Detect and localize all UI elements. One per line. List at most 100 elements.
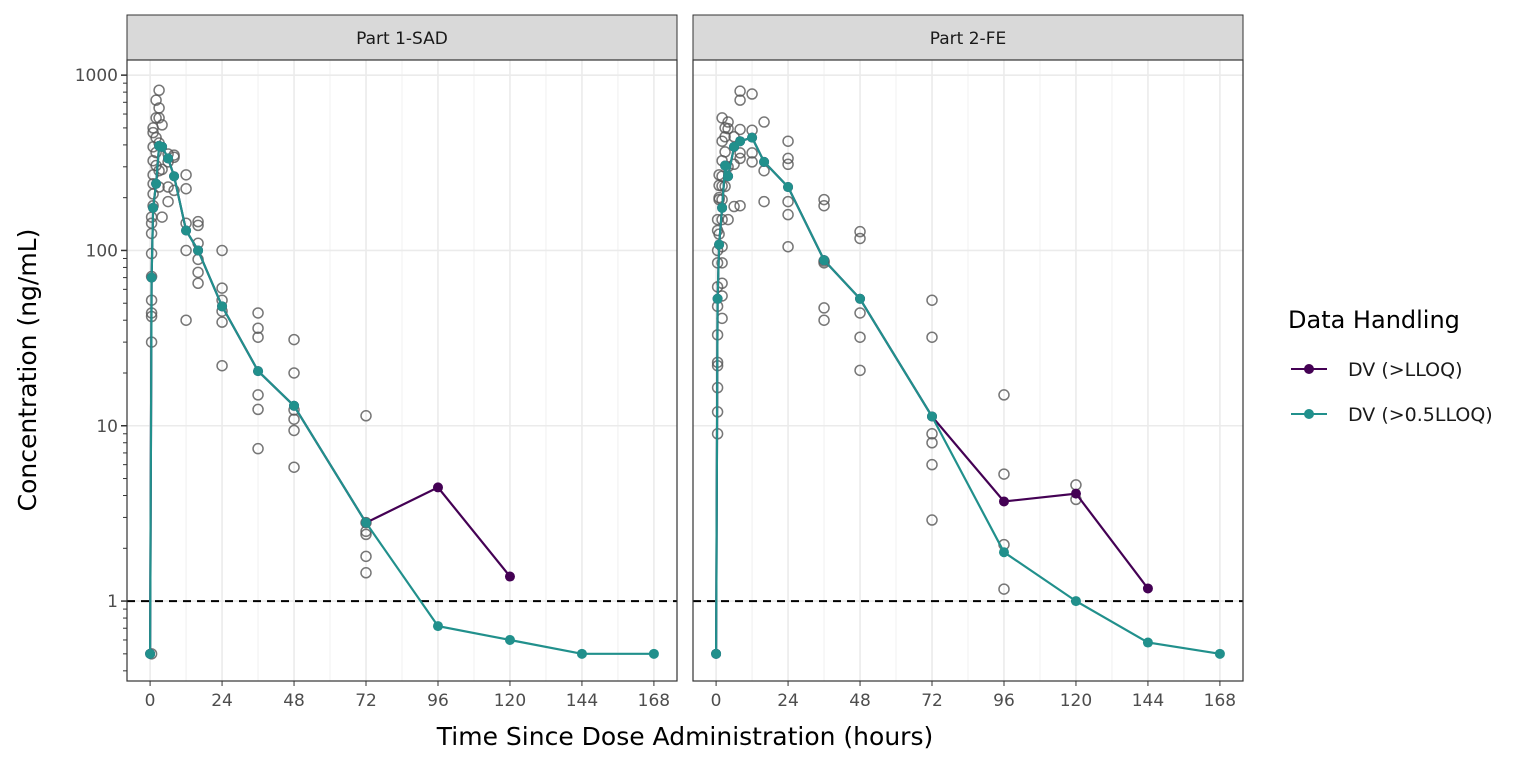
observed-point (288, 413, 300, 425)
legend-entry-half-llOQ: DV (>0.5LLOQ) (1291, 404, 1493, 426)
observed-point (734, 152, 746, 165)
observed-point (192, 215, 204, 228)
observed-point (168, 184, 180, 197)
observed-point (180, 182, 192, 195)
series-point (998, 496, 1009, 507)
x-tick-label: 96 (427, 691, 449, 711)
series-point (163, 153, 174, 164)
y-axis-label: Concentration (ng/mL) (13, 229, 42, 512)
observed-point (746, 147, 758, 159)
observed-point (360, 410, 372, 422)
observed-point (818, 314, 830, 326)
x-tick-label: 24 (777, 691, 799, 711)
observed-point (192, 266, 204, 279)
x-tick-label: 72 (921, 691, 943, 711)
observed-point (288, 333, 300, 346)
x-tick-label: 168 (638, 691, 670, 711)
observed-point (854, 232, 866, 245)
panel-2: Part 2-FE 0 24 48 72 96 120 144 168 (692, 14, 1244, 711)
series-point (432, 482, 443, 493)
observed-point (734, 147, 746, 159)
observed-point (180, 169, 192, 181)
observed-point (926, 331, 938, 343)
observed-point (716, 257, 728, 269)
series-point (720, 160, 731, 171)
observed-point (926, 458, 938, 471)
x-tick-label: 144 (566, 691, 598, 711)
y-tick-label: 1 (107, 592, 118, 612)
series-point (181, 225, 192, 236)
panel-strip-label: Part 1-SAD (356, 29, 448, 49)
y-tick-label: 1000 (75, 66, 118, 86)
x-tick-label: 168 (1204, 691, 1236, 711)
observed-point (782, 208, 794, 221)
series-point (253, 366, 264, 377)
y-tick-label: 100 (86, 241, 118, 261)
observed-point (153, 112, 165, 124)
observed-point (162, 181, 174, 193)
series-point (723, 171, 734, 182)
series-point (157, 141, 168, 152)
observed-point (716, 112, 728, 124)
series-point (576, 648, 587, 659)
observed-point (734, 85, 746, 97)
series-point (747, 132, 758, 143)
series-point (648, 648, 659, 659)
observed-point (782, 152, 794, 165)
observed-point (758, 116, 770, 128)
panel-border (692, 59, 1244, 682)
observed-point (180, 314, 192, 326)
series-point (148, 202, 159, 213)
legend: Data Handling DV (>LLOQ) DV (>0.5LLOQ) (1288, 306, 1493, 426)
legend-title: Data Handling (1288, 306, 1460, 334)
x-tick-label: 120 (1060, 691, 1092, 711)
series-point (504, 571, 515, 582)
series-point (783, 182, 794, 193)
observed-point (288, 424, 300, 437)
series-point (169, 171, 180, 182)
series-point (714, 239, 725, 250)
panel-strip (692, 14, 1244, 61)
observed-point (854, 331, 866, 343)
observed-point (734, 94, 746, 106)
observed-point (926, 294, 938, 306)
legend-marker-half-llOQ (1304, 409, 1314, 419)
series-point (759, 156, 770, 167)
observed-point (734, 199, 746, 212)
series-point (193, 245, 204, 256)
observed-point (216, 316, 228, 328)
observed-point (854, 307, 866, 319)
observed-point (252, 442, 264, 455)
x-tick-label: 120 (494, 691, 526, 711)
observed-point (150, 112, 162, 124)
legend-label-llOQ: DV (>LLOQ) (1348, 359, 1462, 381)
observed-point (782, 158, 794, 171)
observed-point (998, 583, 1010, 595)
series-point (217, 301, 228, 312)
series-point (504, 634, 515, 645)
observed-point (180, 244, 192, 257)
observed-point (288, 367, 300, 379)
observed-point (722, 122, 734, 135)
series-point (1142, 637, 1153, 648)
observed-point (998, 468, 1010, 480)
series-point (1142, 583, 1153, 594)
observed-point (216, 359, 228, 372)
series-point (717, 202, 728, 213)
series-point (712, 293, 723, 304)
observed-point (818, 302, 830, 314)
y-tick-label: 10 (96, 417, 118, 437)
observed-point (998, 389, 1010, 401)
observed-point (360, 528, 372, 541)
observed-point (782, 135, 794, 147)
observed-point (719, 180, 731, 193)
series-point (151, 178, 162, 189)
series-point (289, 400, 300, 411)
observed-point (719, 146, 731, 158)
x-tick-label: 48 (283, 691, 305, 711)
observed-point (192, 277, 204, 289)
series-point (1070, 596, 1081, 607)
legend-entry-llOQ: DV (>LLOQ) (1291, 359, 1462, 381)
observed-point (252, 322, 264, 334)
